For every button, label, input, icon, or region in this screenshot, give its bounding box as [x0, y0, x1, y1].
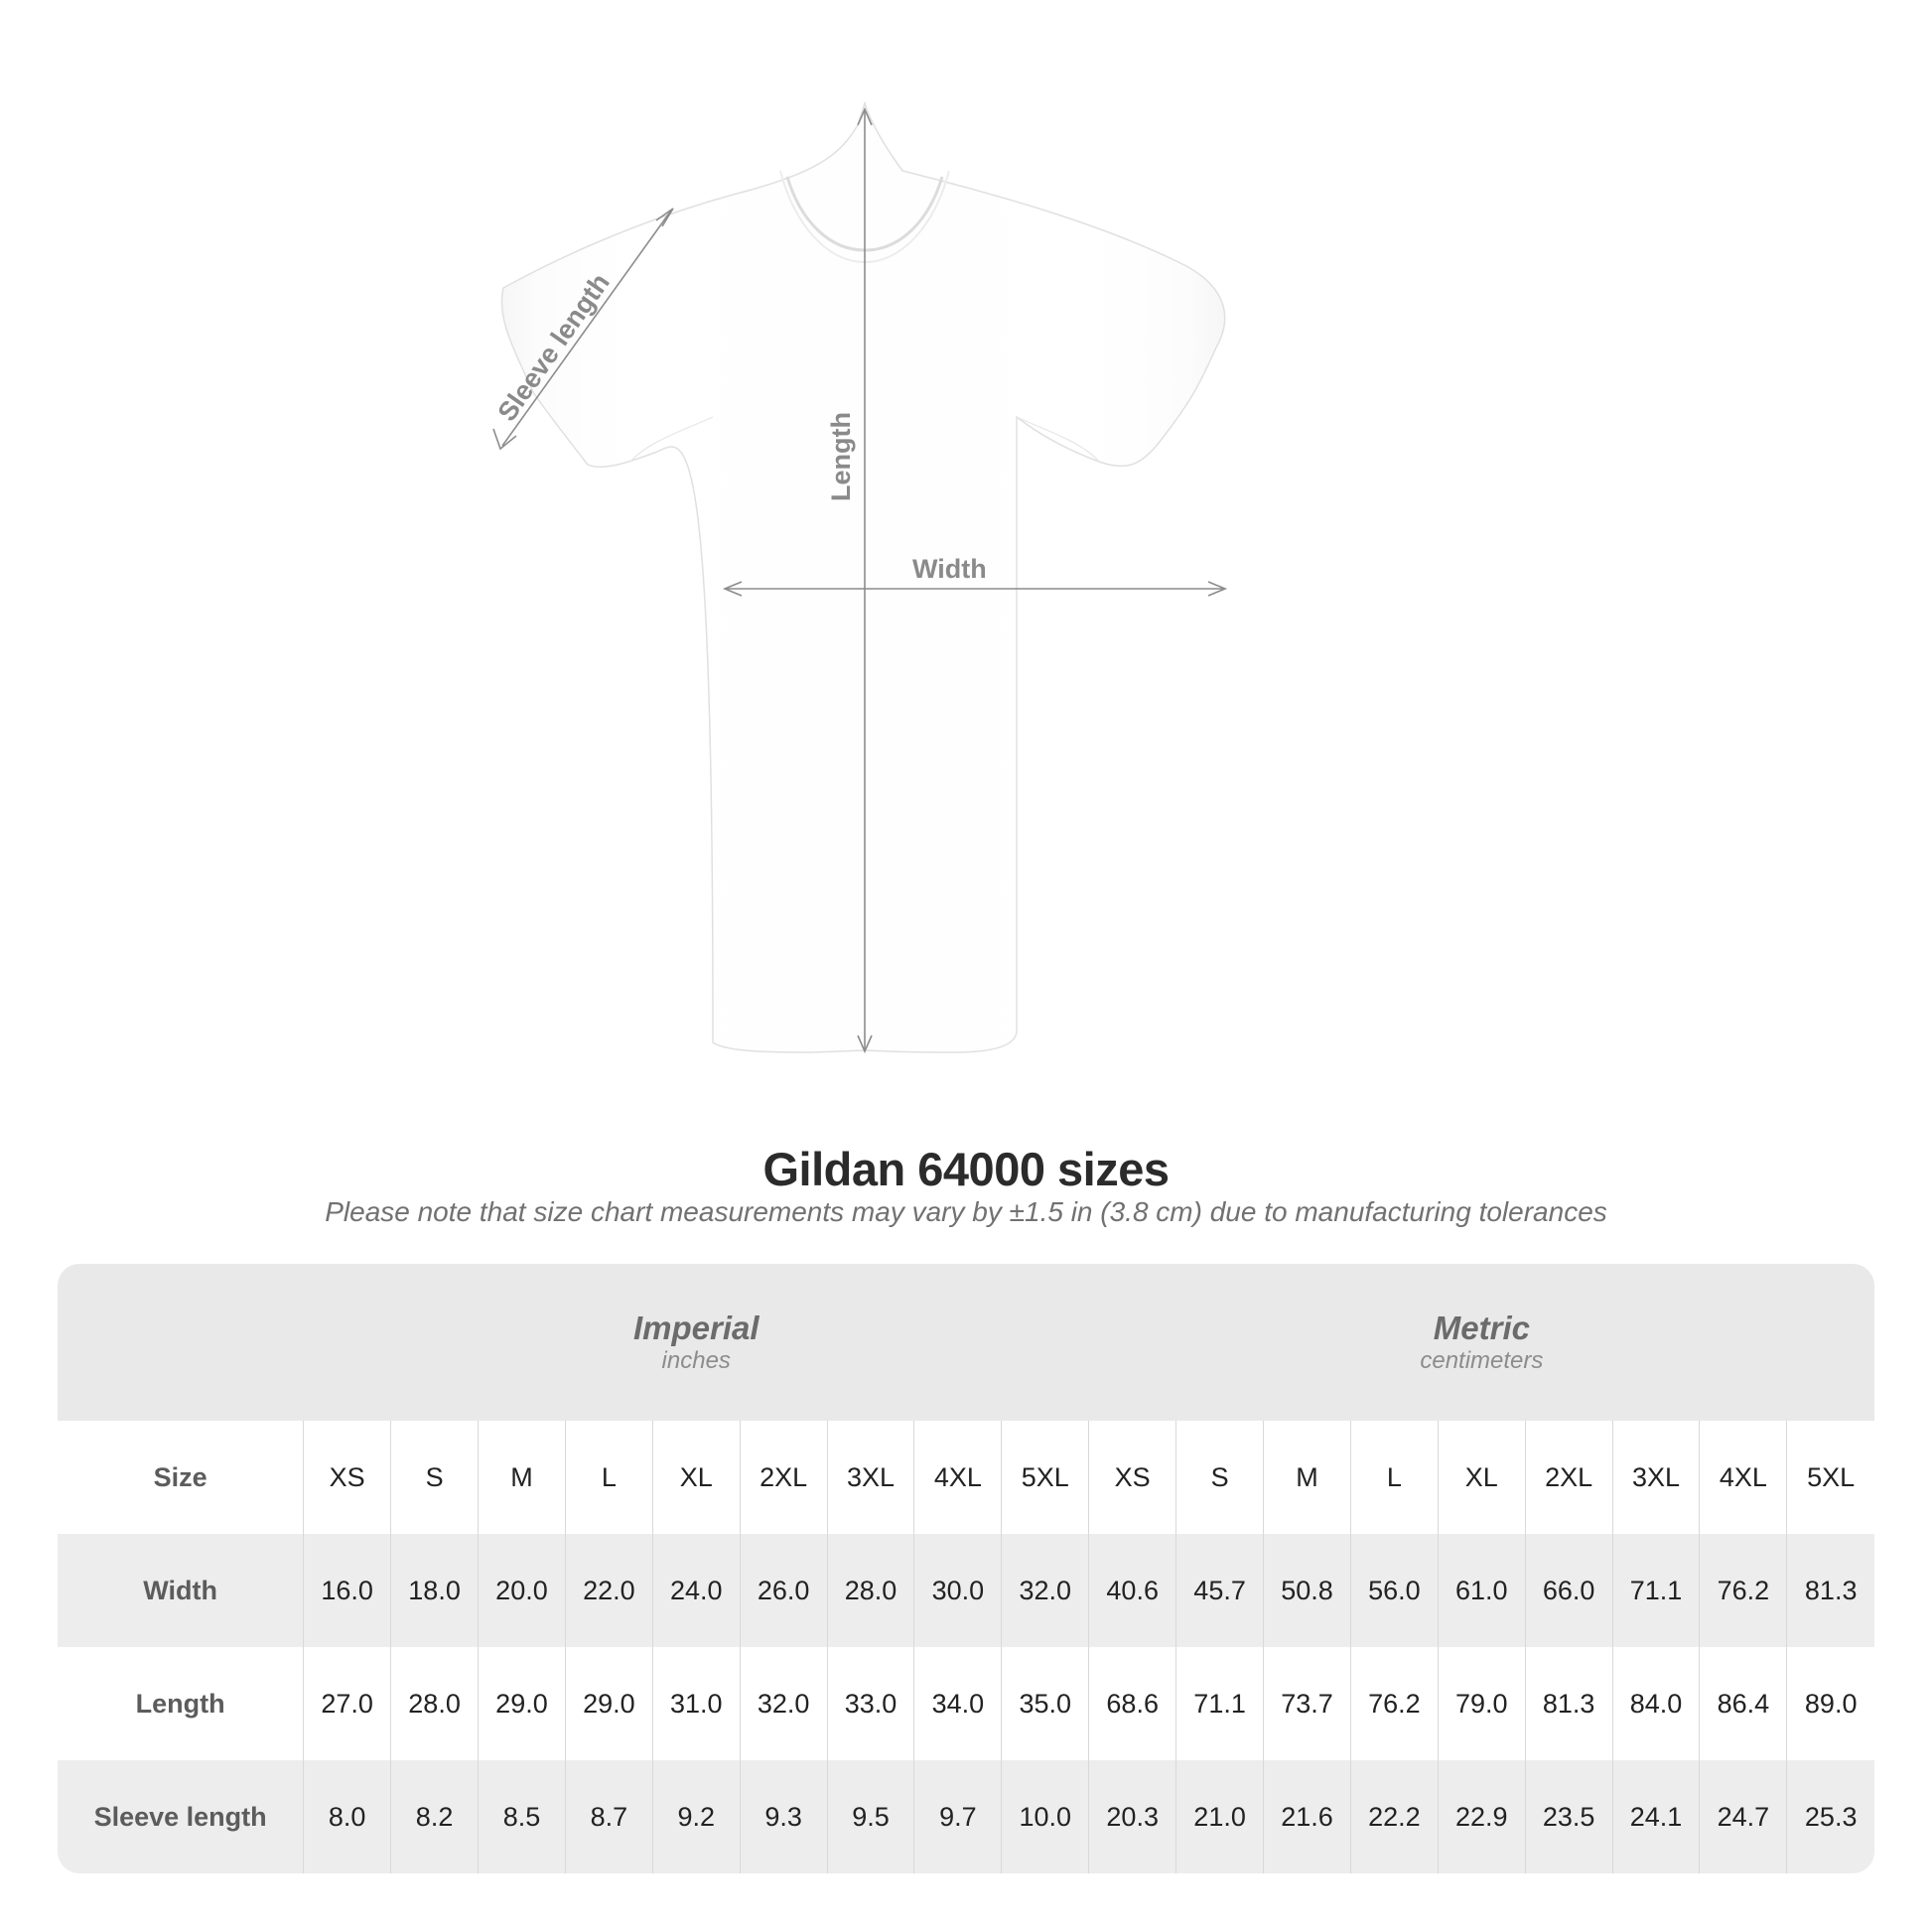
svg-text:Width: Width — [912, 554, 987, 584]
svg-text:Length: Length — [826, 412, 856, 501]
svg-text:Sleeve length: Sleeve length — [491, 268, 615, 427]
